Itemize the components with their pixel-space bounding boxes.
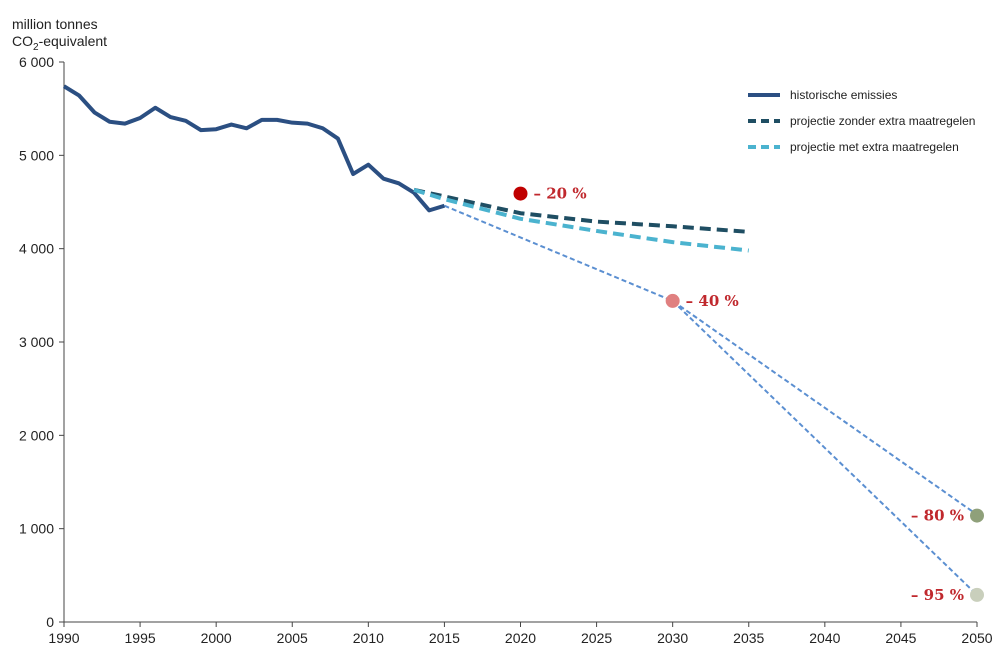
x-tick-label: 1995	[125, 630, 156, 646]
legend-label: historische emissies	[790, 88, 897, 102]
y-tick-label: 5 000	[19, 147, 54, 163]
target-marker	[970, 587, 984, 602]
x-tick-label: 2045	[885, 630, 916, 646]
target-marker	[970, 508, 984, 523]
y-tick-label: 0	[46, 614, 54, 630]
x-tick-label: 2020	[505, 630, 536, 646]
target-label: – 20 %	[534, 185, 587, 203]
legend-label: projectie zonder extra maatregelen	[790, 114, 975, 128]
x-tick-label: 2025	[581, 630, 612, 646]
target-marker	[513, 186, 528, 201]
x-tick-label: 1990	[48, 630, 79, 646]
legend-label: projectie met extra maatregelen	[790, 140, 959, 154]
y-axis-title-line2: CO2-equivalent	[12, 33, 108, 53]
y-tick-label: 4 000	[19, 241, 54, 257]
series-line-projectie-zonder-extra-maatregelen	[413, 187, 749, 234]
y-tick-label: 2 000	[19, 427, 54, 443]
x-tick-label: 2015	[429, 630, 460, 646]
target-marker	[665, 293, 680, 308]
y-tick-label: 3 000	[19, 334, 54, 350]
target-label: – 95 %	[911, 586, 964, 604]
x-tick-label: 2000	[201, 630, 232, 646]
y-tick-label: 6 000	[19, 54, 54, 70]
x-tick-label: 2040	[809, 630, 840, 646]
x-tick-label: 2005	[277, 630, 308, 646]
x-tick-label: 2035	[733, 630, 764, 646]
series-line-historische-emissies	[62, 84, 446, 213]
x-tick-label: 2010	[353, 630, 384, 646]
x-tick-label: 2030	[657, 630, 688, 646]
series-line-projectie-met-extra-maatregelen	[413, 187, 749, 253]
target-label: – 80 %	[911, 507, 964, 525]
x-tick-label: 2050	[961, 630, 992, 646]
y-axis-title-line1: million tonnes	[12, 16, 98, 32]
target-path-line	[444, 204, 978, 516]
y-axis-title: million tonnes CO2-equivalent	[12, 16, 107, 56]
y-tick-label: 1 000	[19, 521, 54, 537]
target-path-line	[671, 300, 978, 596]
target-label: – 40 %	[686, 292, 739, 310]
